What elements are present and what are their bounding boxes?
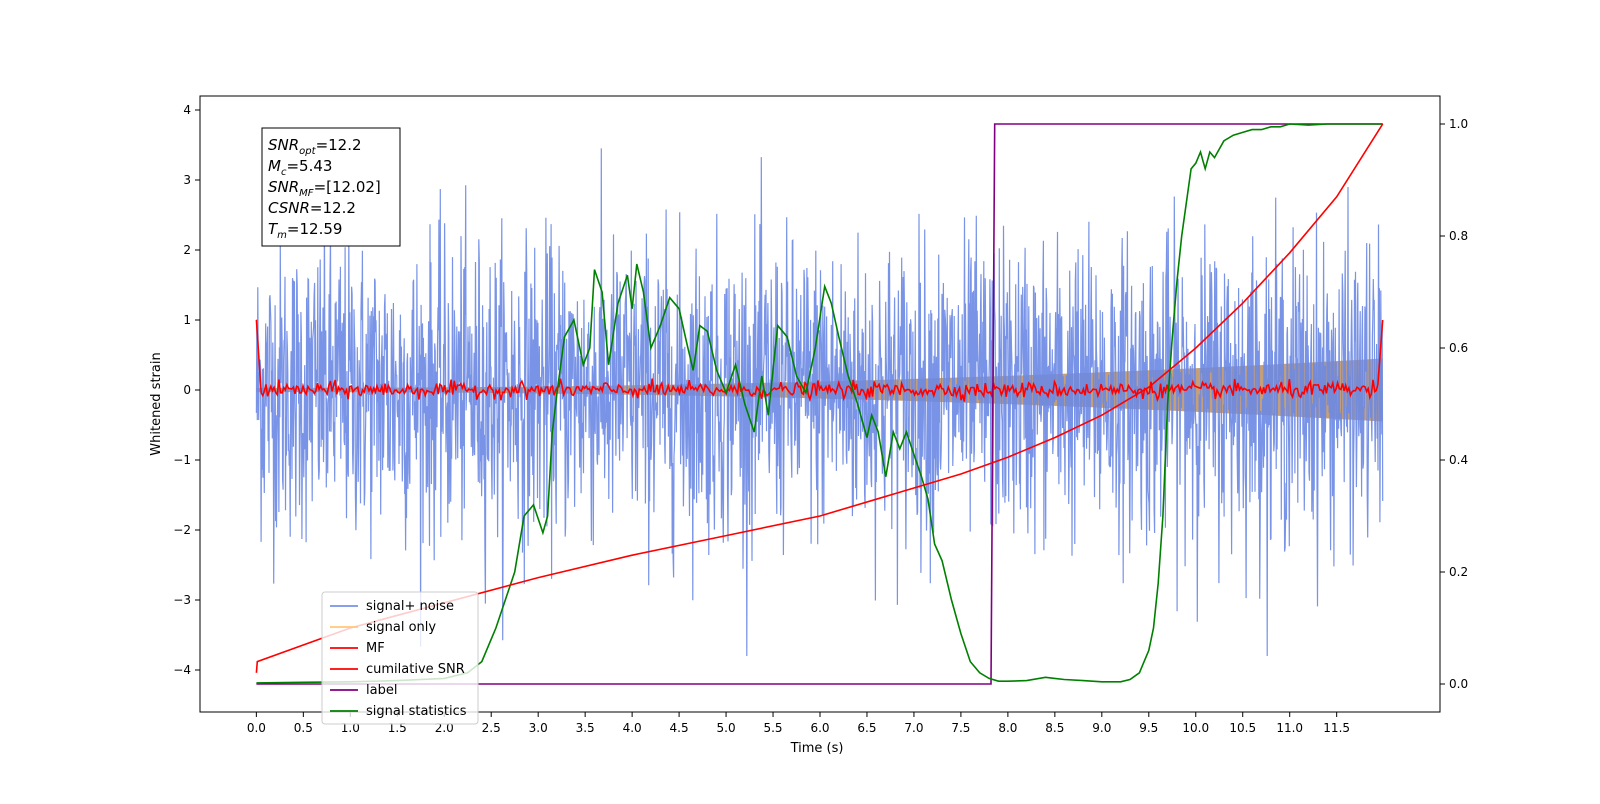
x-tick-label: 6.0 bbox=[810, 721, 829, 735]
legend-frame bbox=[321, 591, 479, 725]
x-tick-label: 9.0 bbox=[1092, 721, 1111, 735]
x-tick-label: 4.0 bbox=[623, 721, 642, 735]
legend-label: signal only bbox=[366, 620, 436, 635]
x-tick-label: 7.0 bbox=[904, 721, 923, 735]
x-tick-label: 0.0 bbox=[247, 721, 266, 735]
annotation-line: SNRopt=12.2 bbox=[268, 136, 362, 157]
x-tick-label: 8.0 bbox=[998, 721, 1017, 735]
y-tick-label: 3 bbox=[183, 173, 191, 187]
y2-tick-label: 0.8 bbox=[1449, 229, 1468, 243]
x-tick-label: 3.5 bbox=[576, 721, 595, 735]
x-tick-label: 6.5 bbox=[857, 721, 876, 735]
mf-line bbox=[255, 319, 1384, 403]
y-axis-label: Whitened strain bbox=[149, 352, 164, 455]
annotation-line: SNRMF=[12.02] bbox=[268, 178, 381, 199]
y2-tick-label: 1.0 bbox=[1449, 117, 1468, 131]
signal-plus-noise-line bbox=[255, 148, 1384, 657]
x-tick-label: 2.5 bbox=[482, 721, 501, 735]
legend-label: signal+ noise bbox=[366, 599, 454, 614]
legend-label: MF bbox=[366, 641, 385, 656]
legend-label: cumilative SNR bbox=[366, 662, 465, 677]
annotation-box: SNRopt=12.2Mc=5.43SNRMF=[12.02]CSNR=12.2… bbox=[261, 127, 401, 247]
x-tick-label: 5.5 bbox=[763, 721, 782, 735]
x-tick-label: 4.5 bbox=[670, 721, 689, 735]
y2-tick-label: 0.6 bbox=[1449, 341, 1468, 355]
y-tick-label: −2 bbox=[173, 523, 191, 537]
annotation-frame bbox=[261, 127, 401, 247]
y-tick-label: 0 bbox=[183, 383, 191, 397]
x-tick-label: 11.5 bbox=[1323, 721, 1350, 735]
x-axis-label: Time (s) bbox=[790, 741, 844, 756]
y-tick-label: 2 bbox=[183, 243, 191, 257]
x-tick-label: 10.0 bbox=[1182, 721, 1209, 735]
x-tick-label: 11.0 bbox=[1276, 721, 1303, 735]
y-axis-left: 4 3 2 1 0 −1 −2 −3 −4 bbox=[173, 103, 200, 677]
signal-plus-noise-series bbox=[255, 148, 1384, 657]
y-axis-right: 1.0 0.8 0.6 0.4 0.2 0.0 bbox=[1440, 117, 1468, 691]
x-tick-label: 10.5 bbox=[1229, 721, 1256, 735]
y2-tick-label: 0.0 bbox=[1449, 677, 1468, 691]
annotation-line: Mc=5.43 bbox=[268, 157, 332, 178]
y-tick-label: −1 bbox=[173, 453, 191, 467]
x-tick-label: 3.0 bbox=[529, 721, 548, 735]
x-tick-label: 5.0 bbox=[717, 721, 736, 735]
legend: signal+ noise signal only MF cumilative SNR… bbox=[321, 591, 479, 725]
y-tick-label: 1 bbox=[183, 313, 191, 327]
annotation-line: Tm=12.59 bbox=[268, 220, 342, 241]
y-tick-label: 4 bbox=[183, 103, 191, 117]
x-tick-label: 7.5 bbox=[951, 721, 970, 735]
signal-statistics-line bbox=[256, 123, 1383, 684]
y2-tick-label: 0.4 bbox=[1449, 453, 1468, 467]
legend-label: label bbox=[366, 683, 397, 698]
legend-label: signal statistics bbox=[366, 704, 467, 719]
x-tick-label: 0.5 bbox=[294, 721, 313, 735]
y-tick-label: −3 bbox=[173, 593, 191, 607]
mf-series bbox=[255, 319, 1384, 403]
x-tick-label: 9.5 bbox=[1139, 721, 1158, 735]
annotation-line: CSNR=12.2 bbox=[268, 199, 356, 217]
y2-tick-label: 0.2 bbox=[1449, 565, 1468, 579]
y-tick-label: −4 bbox=[173, 663, 191, 677]
label-line bbox=[256, 123, 1383, 685]
x-tick-label: 8.5 bbox=[1045, 721, 1064, 735]
